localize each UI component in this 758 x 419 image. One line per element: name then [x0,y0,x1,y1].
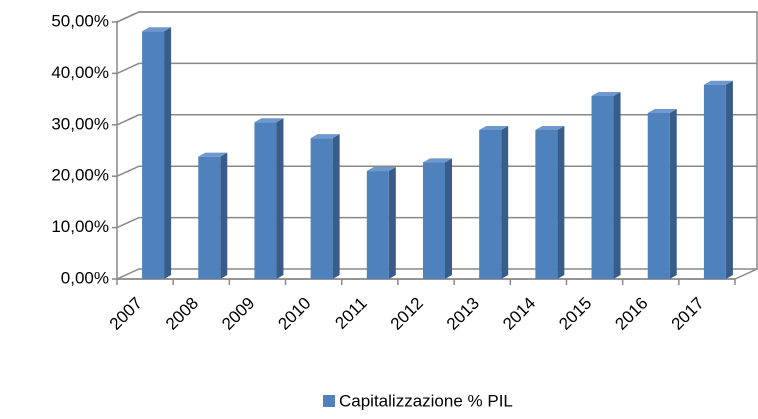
bar [591,96,614,280]
bar-top [198,152,228,157]
grid-line [116,62,757,75]
x-tick-label: 2008 [162,294,202,334]
bar-top [591,92,621,97]
x-tick-label: 2016 [611,294,651,334]
bar [142,31,165,280]
bar [366,171,389,279]
y-tick-label: 20,00% [51,166,109,185]
bar-side [613,92,621,280]
bar-side [445,158,452,279]
bar-top [423,158,452,163]
bar-top [254,118,284,123]
grid-line [116,114,757,126]
legend-label: Capitalizzazione % PIL [339,391,513,410]
bar-top [142,27,172,32]
x-tick-label: 2012 [387,294,427,334]
bar [198,156,221,279]
bar-top [647,108,677,113]
x-tick-label: 2010 [274,294,314,334]
bar-top [366,167,396,172]
bar [254,122,277,279]
bar [703,84,726,279]
y-tick-label: 10,00% [51,217,109,236]
x-tick-label: 2013 [443,294,483,334]
x-tick-label: 2015 [555,294,595,334]
bar-side [501,125,509,279]
y-tick-label: 50,00% [51,11,109,30]
bar-side [276,118,284,279]
bar-side [220,152,228,279]
bar-side [669,108,677,279]
bar [479,129,502,279]
bar-top [703,80,733,85]
bar-top [310,134,340,139]
x-tick-label: 2011 [331,294,370,333]
y-tick-label: 40,00% [51,63,109,82]
bar-side [332,134,340,279]
bar-side [557,125,565,279]
bar-top [479,125,509,130]
bar-side [725,80,733,279]
bar-side [388,167,396,279]
grid-line [116,11,757,23]
y-tick-label: 30,00% [51,114,109,133]
y-tick-label: 0,00% [61,268,109,287]
x-tick-label: 2009 [218,294,258,334]
bar [423,162,445,279]
bar [310,138,333,279]
bar [647,112,670,279]
bar-top [535,125,565,130]
x-tick-label: 2017 [668,294,708,334]
x-tick-label: 2014 [499,294,539,334]
bar-side [164,27,172,280]
bar [535,129,558,279]
legend-swatch [323,395,335,407]
x-tick-label: 2007 [106,294,146,334]
